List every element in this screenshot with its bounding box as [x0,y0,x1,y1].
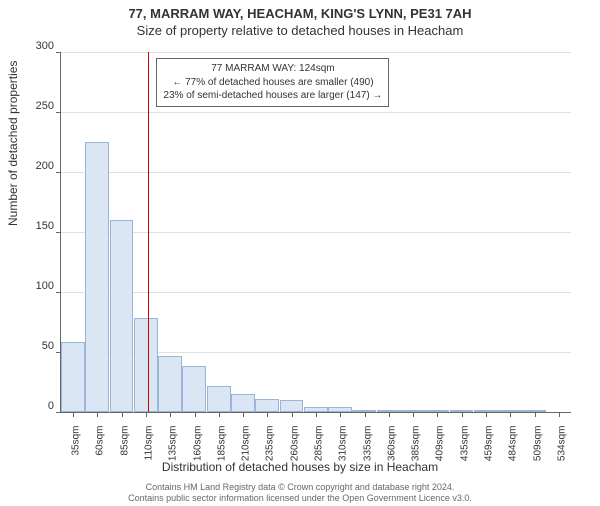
x-tick-mark [462,412,463,417]
histogram-bar [110,220,134,412]
callout-box: 77 MARRAM WAY: 124sqm← 77% of detached h… [156,58,389,107]
histogram-chart: 35sqm60sqm85sqm110sqm135sqm160sqm185sqm2… [60,52,570,412]
y-tick-label: 50 [14,340,54,352]
grid-line [61,292,571,293]
x-tick-label: 484sqm [508,426,519,462]
x-tick-label: 435sqm [459,426,470,462]
y-tick-label: 0 [14,400,54,412]
x-tick-mark [170,412,171,417]
callout-line: 77 MARRAM WAY: 124sqm [163,62,382,76]
histogram-bar [231,394,255,412]
footer-attribution: Contains HM Land Registry data © Crown c… [0,482,600,505]
x-tick-label: 260sqm [289,426,300,462]
x-tick-label: 310sqm [338,426,349,462]
x-axis-label: Distribution of detached houses by size … [0,460,600,474]
page-title-main: 77, MARRAM WAY, HEACHAM, KING'S LYNN, PE… [0,6,600,21]
y-tick-mark [56,292,61,293]
x-tick-mark [267,412,268,417]
x-tick-label: 160sqm [192,426,203,462]
x-tick-mark [389,412,390,417]
x-tick-mark [97,412,98,417]
grid-line [61,52,571,53]
x-tick-mark [510,412,511,417]
footer-line: Contains HM Land Registry data © Crown c… [0,482,600,493]
x-tick-mark [413,412,414,417]
histogram-bar [280,400,304,412]
x-tick-label: 235sqm [265,426,276,462]
x-tick-label: 360sqm [386,426,397,462]
histogram-bar [85,142,109,412]
y-axis-label: Number of detached properties [6,61,20,226]
callout-line: ← 77% of detached houses are smaller (49… [163,76,382,90]
grid-line [61,112,571,113]
y-tick-label: 100 [14,280,54,292]
y-tick-mark [56,112,61,113]
x-tick-mark [122,412,123,417]
x-tick-mark [73,412,74,417]
reference-line [148,52,149,412]
y-tick-label: 150 [14,220,54,232]
plot-area: 35sqm60sqm85sqm110sqm135sqm160sqm185sqm2… [60,52,571,413]
histogram-bar [158,356,182,412]
x-tick-label: 110sqm [144,426,155,461]
x-tick-mark [340,412,341,417]
x-tick-label: 35sqm [71,426,82,456]
x-tick-mark [292,412,293,417]
x-tick-mark [365,412,366,417]
x-tick-label: 60sqm [95,426,106,456]
x-tick-mark [486,412,487,417]
x-tick-label: 285sqm [314,426,325,462]
y-tick-label: 250 [14,100,54,112]
x-tick-mark [535,412,536,417]
x-tick-label: 385sqm [411,426,422,462]
grid-line [61,172,571,173]
x-tick-mark [559,412,560,417]
x-tick-label: 135sqm [168,426,179,462]
x-tick-label: 534sqm [556,426,567,462]
y-tick-mark [56,412,61,413]
callout-line: 23% of semi-detached houses are larger (… [163,89,382,103]
footer-line: Contains public sector information licen… [0,493,600,504]
x-tick-label: 335sqm [362,426,373,462]
histogram-bar [134,318,158,412]
x-tick-label: 409sqm [435,426,446,462]
histogram-bar [207,386,231,412]
page-title-sub: Size of property relative to detached ho… [0,23,600,38]
x-tick-mark [316,412,317,417]
x-tick-mark [146,412,147,417]
x-tick-label: 185sqm [216,426,227,462]
grid-line [61,232,571,233]
x-tick-label: 85sqm [119,426,130,456]
y-tick-mark [56,172,61,173]
x-tick-mark [195,412,196,417]
y-tick-label: 300 [14,40,54,52]
histogram-bar [61,342,85,412]
x-tick-mark [437,412,438,417]
y-tick-label: 200 [14,160,54,172]
y-tick-mark [56,232,61,233]
y-tick-mark [56,52,61,53]
histogram-bar [255,399,279,412]
x-tick-mark [219,412,220,417]
x-tick-mark [243,412,244,417]
histogram-bar [182,366,206,412]
x-tick-label: 459sqm [484,426,495,462]
x-tick-label: 509sqm [532,426,543,462]
x-tick-label: 210sqm [241,426,252,462]
